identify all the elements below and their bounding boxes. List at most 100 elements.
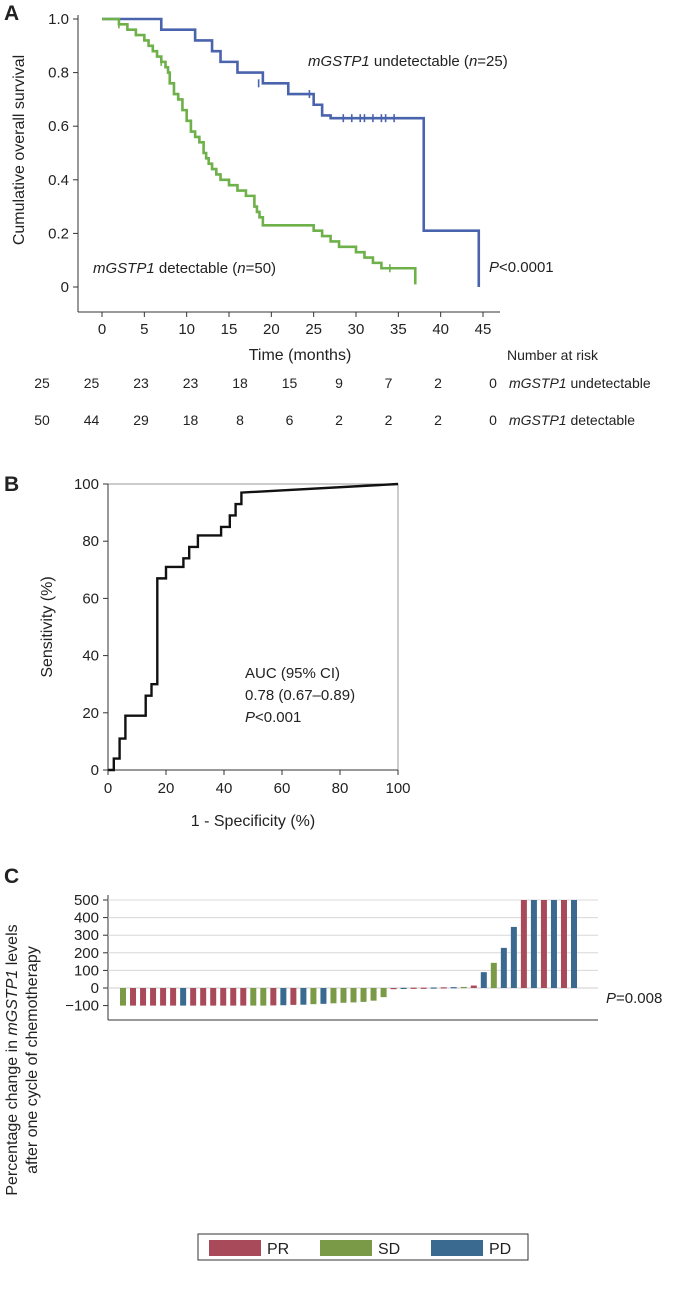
c-y-axis-label-line2: after one cycle of chemotherapy <box>24 946 41 1174</box>
b-y-tick-label: 80 <box>82 533 99 550</box>
b-y-tick-label: 40 <box>82 648 99 665</box>
c-bar-pd <box>510 926 517 988</box>
b-p-value: P<0.001 <box>245 709 301 726</box>
c-bar-pd <box>450 987 457 989</box>
risk-row-label-detectable: mGSTP1 detectable <box>509 412 635 428</box>
a-label-undetectable-n: n <box>469 53 477 70</box>
b-x-tick-label: 40 <box>216 780 233 797</box>
c-p-label: P <box>606 990 616 1007</box>
c-p-value: P=0.008 <box>606 990 662 1007</box>
c-bar-pd <box>500 947 507 988</box>
c-bar-sd <box>120 988 126 1006</box>
risk-value: 2 <box>434 412 442 428</box>
c-legend-label-sd: SD <box>378 1241 400 1258</box>
c-bar-pr <box>410 987 417 989</box>
a-label-undetectable-rest: undetectable ( <box>370 53 469 70</box>
a-label-undetectable-end: =25) <box>477 53 507 70</box>
risk-value: 50 <box>34 412 50 428</box>
c-bar-pd <box>180 988 187 1006</box>
risk-value: 2 <box>434 375 442 391</box>
panel-a: A Cumulative overall survival Time (mont… <box>4 2 651 428</box>
c-bar-pr <box>150 988 157 1006</box>
c-bar-pr <box>290 988 297 1005</box>
c-bar-pr <box>520 900 527 988</box>
risk-value: 7 <box>385 375 393 391</box>
a-x-tick-label: 45 <box>475 321 492 338</box>
b-roc-curve <box>108 482 399 772</box>
c-bar-pr <box>560 900 567 988</box>
risk-value: 0 <box>489 412 497 428</box>
c-bar-pr <box>200 988 207 1006</box>
risk-table-title: Number at risk <box>507 347 599 363</box>
b-x-tick-label: 60 <box>274 780 291 797</box>
risk-value: 8 <box>236 412 244 428</box>
panel-c: C Percentage change in mGSTP1 levels aft… <box>4 865 662 1261</box>
risk-value: 18 <box>232 375 248 391</box>
risk-value: 6 <box>286 412 294 428</box>
c-y-tick-label: 100 <box>74 962 99 979</box>
c-bar-pr <box>170 988 177 1006</box>
a-p-value: P<0.0001 <box>489 259 554 276</box>
c-bar-pr <box>420 987 427 989</box>
panel-letter-c: C <box>4 865 19 888</box>
a-km-curve-detectable <box>102 17 417 285</box>
risk-value: 2 <box>335 412 343 428</box>
a-y-axis-label: Cumulative overall survival <box>11 55 28 245</box>
c-y-tick-label: 300 <box>74 927 99 944</box>
c-y-tick-label: 400 <box>74 910 99 927</box>
c-bar-pd <box>571 900 577 988</box>
c-bar-pr <box>270 988 277 1006</box>
c-bar-pr <box>470 985 477 988</box>
a-label-detectable-rest: detectable ( <box>155 260 238 277</box>
c-legend-swatch-pd <box>431 1240 483 1256</box>
risk-value: 23 <box>183 375 199 391</box>
c-bar-pd <box>530 900 537 988</box>
risk-row-undetectable-gene: mGSTP1 <box>509 375 567 391</box>
c-bar-sd <box>350 988 357 1003</box>
c-ylabel-gene: mGSTP1 <box>4 970 21 1036</box>
c-bar-sd <box>460 986 467 989</box>
a-x-tick-label: 5 <box>140 321 148 338</box>
c-bar-pr <box>240 988 247 1006</box>
c-bar-sd <box>330 988 337 1004</box>
b-y-tick-label: 20 <box>82 705 99 722</box>
c-bar-pd <box>400 987 407 990</box>
c-bar-pr <box>190 988 197 1006</box>
risk-value: 44 <box>84 412 100 428</box>
a-y-tick-label: 0.8 <box>48 65 69 82</box>
c-bar-pr <box>220 988 227 1006</box>
c-legend-box <box>197 1233 529 1261</box>
b-auc-title: AUC (95% CI) <box>245 665 340 682</box>
a-y-tick-label: 1.0 <box>48 11 69 28</box>
panel-letter-b: B <box>4 473 19 496</box>
risk-value: 18 <box>183 412 199 428</box>
a-label-detectable-end: =50) <box>246 260 276 277</box>
panel-b: B Sensitivity (%) 1 - Specificity (%) AU… <box>4 473 411 830</box>
c-bar-pr <box>160 988 167 1006</box>
risk-value: 9 <box>335 375 343 391</box>
c-bar-sd <box>260 988 267 1006</box>
b-x-axis-label: 1 - Specificity (%) <box>191 813 315 830</box>
risk-value: 29 <box>133 412 149 428</box>
a-y-tick-label: 0 <box>61 279 69 296</box>
b-x-tick-label: 100 <box>385 780 410 797</box>
a-x-tick-label: 30 <box>348 321 365 338</box>
c-bar-pd <box>280 988 287 1006</box>
b-p-label: P <box>245 709 255 726</box>
c-p-text: =0.008 <box>616 990 662 1007</box>
risk-value: 2 <box>385 412 393 428</box>
c-bar-pd <box>320 988 327 1004</box>
c-bar-pr <box>540 900 547 988</box>
a-p-label: P <box>489 259 499 276</box>
c-bar-sd <box>380 988 387 998</box>
c-y-tick-label: 500 <box>74 892 99 909</box>
a-x-tick-label: 10 <box>178 321 195 338</box>
a-x-tick-label: 0 <box>98 321 106 338</box>
c-bar-pd <box>300 988 307 1005</box>
c-ylabel-post: levels <box>4 924 21 969</box>
b-x-tick-label: 20 <box>158 780 175 797</box>
risk-value: 0 <box>489 375 497 391</box>
c-bar-sd <box>250 988 257 1006</box>
a-x-tick-label: 15 <box>221 321 238 338</box>
